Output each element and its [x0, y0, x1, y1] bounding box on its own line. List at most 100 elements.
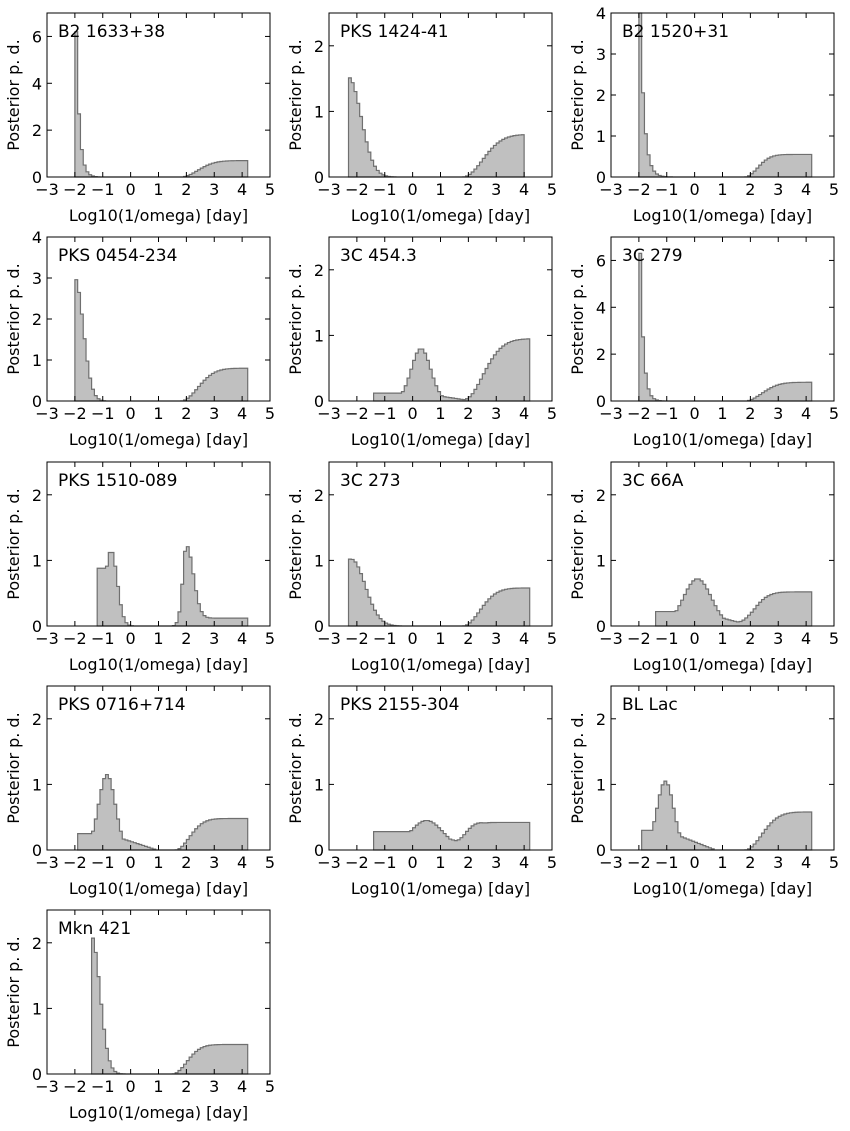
x-tick-label: 2 [463, 853, 473, 872]
x-tick-label: 0 [408, 404, 418, 423]
panel-title: PKS 2155-304 [340, 695, 459, 715]
y-axis-label: Posterior p. d. [4, 712, 23, 823]
x-tick-label: 2 [181, 1077, 191, 1096]
x-tick-label: 5 [829, 629, 839, 648]
y-tick-label: 0 [314, 841, 324, 860]
y-tick-label: 2 [32, 934, 42, 953]
y-tick-label: 2 [314, 710, 324, 729]
x-tick-label: −2 [63, 180, 87, 199]
y-tick-label: 2 [596, 86, 606, 105]
x-tick-label: 2 [181, 180, 191, 199]
panel-title: 3C 454.3 [340, 246, 417, 266]
histogram-series [74, 31, 249, 178]
x-tick-label: 1 [435, 629, 445, 648]
x-tick-label: 3 [491, 404, 501, 423]
y-tick-label: 0 [32, 617, 42, 636]
x-tick-label: 3 [491, 180, 501, 199]
x-tick-label: 1 [717, 404, 727, 423]
y-tick-label: 2 [32, 486, 42, 505]
x-axis-label: Log10(1/omega) [day] [633, 655, 812, 674]
histogram-series [641, 780, 813, 851]
x-tick-label: −1 [655, 853, 679, 872]
x-tick-label: −1 [91, 404, 115, 423]
panel-title: 3C 273 [340, 471, 401, 491]
y-tick-label: 3 [596, 45, 606, 64]
x-tick-label: 3 [773, 180, 783, 199]
x-tick-label: 2 [463, 404, 473, 423]
x-tick-label: −3 [317, 404, 341, 423]
x-tick-label: −2 [627, 629, 651, 648]
x-tick-label: 2 [745, 404, 755, 423]
x-tick-label: 1 [717, 853, 727, 872]
x-tick-label: 2 [181, 404, 191, 423]
panel-title: Mkn 421 [58, 919, 131, 939]
x-tick-label: 0 [126, 1077, 136, 1096]
y-tick-label: 0 [32, 841, 42, 860]
x-tick-label: 4 [237, 853, 247, 872]
x-tick-label: −3 [317, 629, 341, 648]
x-tick-label: 4 [237, 629, 247, 648]
histogram-series [91, 937, 249, 1075]
y-axis-label: Posterior p. d. [568, 488, 587, 599]
x-tick-label: −3 [35, 404, 59, 423]
histogram-series [96, 546, 249, 627]
x-tick-label: −3 [317, 853, 341, 872]
y-tick-label: 1 [314, 551, 324, 570]
panel-title: PKS 1424-41 [340, 22, 449, 42]
x-tick-label: −3 [317, 180, 341, 199]
x-tick-label: −2 [627, 853, 651, 872]
y-axis-label: Posterior p. d. [4, 936, 23, 1047]
y-axis-label: Posterior p. d. [286, 39, 305, 150]
x-tick-label: 2 [463, 180, 473, 199]
y-tick-label: 1 [32, 551, 42, 570]
x-axis-label: Log10(1/omega) [day] [69, 430, 248, 449]
x-axis-label: Log10(1/omega) [day] [69, 655, 248, 674]
x-tick-label: 3 [491, 853, 501, 872]
x-tick-label: −2 [345, 629, 369, 648]
x-tick-label: 2 [745, 180, 755, 199]
x-tick-label: 1 [153, 629, 163, 648]
x-tick-label: 0 [408, 180, 418, 199]
y-tick-label: 2 [314, 486, 324, 505]
y-tick-label: 4 [32, 228, 42, 247]
panel-title: B2 1633+38 [58, 22, 165, 42]
x-tick-label: 1 [153, 404, 163, 423]
x-tick-label: 4 [801, 180, 811, 199]
x-tick-label: −1 [373, 180, 397, 199]
x-tick-label: −2 [345, 404, 369, 423]
x-tick-label: −1 [373, 629, 397, 648]
x-tick-label: −2 [63, 629, 87, 648]
x-axis-label: Log10(1/omega) [day] [351, 655, 530, 674]
x-tick-label: −1 [655, 404, 679, 423]
x-axis-label: Log10(1/omega) [day] [633, 206, 812, 225]
x-tick-label: −2 [63, 853, 87, 872]
x-tick-label: 2 [181, 629, 191, 648]
y-tick-label: 3 [32, 269, 42, 288]
x-tick-label: −2 [63, 1077, 87, 1096]
x-tick-label: −2 [345, 853, 369, 872]
x-tick-label: 2 [745, 629, 755, 648]
x-tick-label: 5 [547, 404, 557, 423]
y-tick-label: 2 [32, 310, 42, 329]
x-tick-label: 0 [408, 853, 418, 872]
x-tick-label: 4 [237, 404, 247, 423]
x-axis-label: Log10(1/omega) [day] [351, 879, 530, 898]
x-tick-label: 0 [690, 404, 700, 423]
panel-title: PKS 0716+714 [58, 695, 186, 715]
x-tick-label: 4 [237, 1077, 247, 1096]
y-tick-label: 0 [596, 617, 606, 636]
y-axis-label: Posterior p. d. [4, 39, 23, 150]
x-tick-label: −2 [627, 404, 651, 423]
x-tick-label: 5 [547, 629, 557, 648]
panel-title: 3C 66A [622, 471, 684, 491]
x-tick-label: 1 [435, 853, 445, 872]
